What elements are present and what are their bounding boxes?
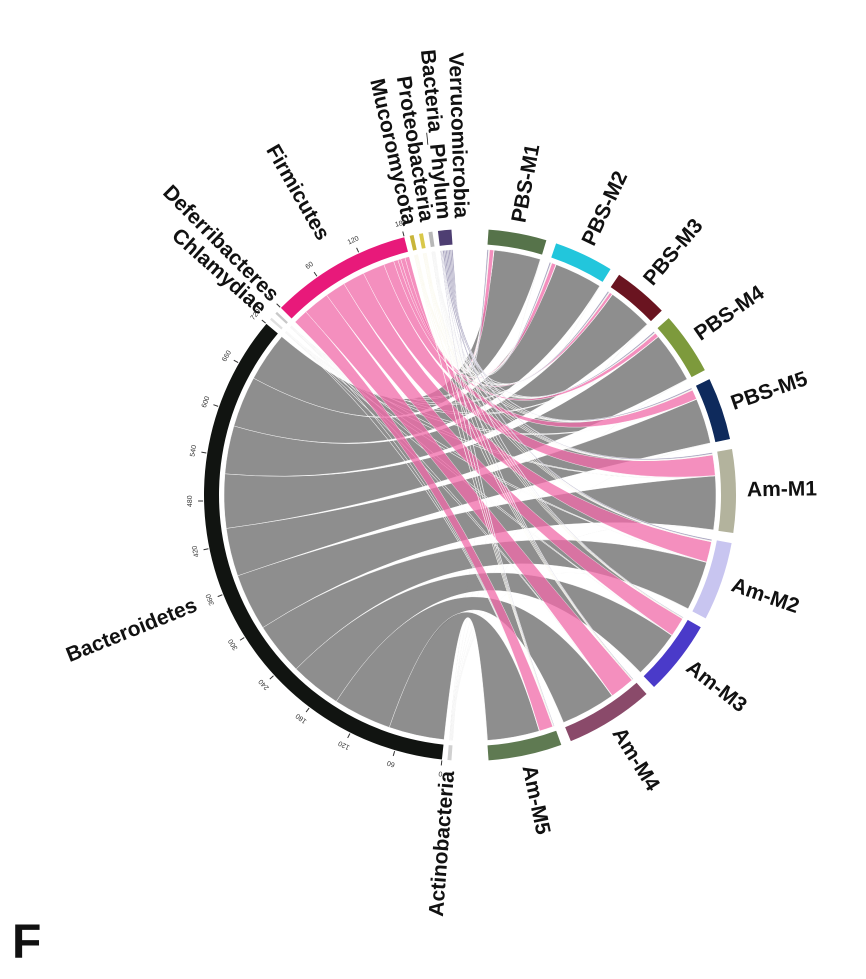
group-label: Bacteroidetes [63,594,200,667]
tick-mark [218,595,223,597]
ribbons [224,250,716,741]
tick-mark [348,733,350,737]
group-label: PBS-M4 [690,281,769,345]
tick-mark [314,272,317,276]
tick-mark [403,231,404,236]
panel-label: F [12,916,41,969]
group-label: Am-M4 [608,724,665,796]
tick-label: 120 [337,739,351,751]
tick-label: 480 [187,495,194,507]
tick-mark [204,549,209,550]
group-label: PBS-M5 [728,367,811,415]
tick-label: 360 [205,593,216,607]
group-label: Am-M5 [517,763,554,837]
tick-mark [306,708,309,712]
group-label: Am-M2 [728,574,802,619]
group-label: Actinobacteria [425,770,459,918]
tick-mark [277,304,281,308]
group-label: Firmicutes [261,141,334,245]
tick-label: 660 [221,349,233,363]
tick-label: 600 [201,395,212,408]
group-label: PBS-M2 [578,168,633,250]
tick-mark [201,452,206,453]
tick-mark [262,320,266,323]
group-label: Am-M3 [682,656,751,717]
tick-mark [240,638,244,641]
source-arc [410,235,417,250]
tick-label: 120 [347,235,361,246]
tick-label: 60 [386,759,396,768]
tick-label: 540 [189,445,198,458]
tick-label: 240 [258,678,271,691]
tick-mark [234,360,238,362]
source-arc [447,745,452,760]
source-arc [428,232,434,247]
source-arc [275,312,288,324]
tick-mark [213,405,218,407]
tick-mark [393,751,394,756]
tick-label: 300 [227,637,239,651]
tick-mark [357,248,359,253]
tick-mark [270,676,274,679]
source-arc [419,233,426,248]
group-label: PBS-M3 [639,214,708,290]
group-label: PBS-M1 [507,142,544,225]
target-arc [717,449,736,533]
source-arc [270,318,283,330]
tick-mark [441,761,442,766]
tick-label: 60 [304,261,314,271]
group-label: Am-M1 [747,477,818,501]
tick-label: 180 [295,712,309,725]
source-arc [438,230,453,246]
tick-label: 420 [191,545,200,558]
